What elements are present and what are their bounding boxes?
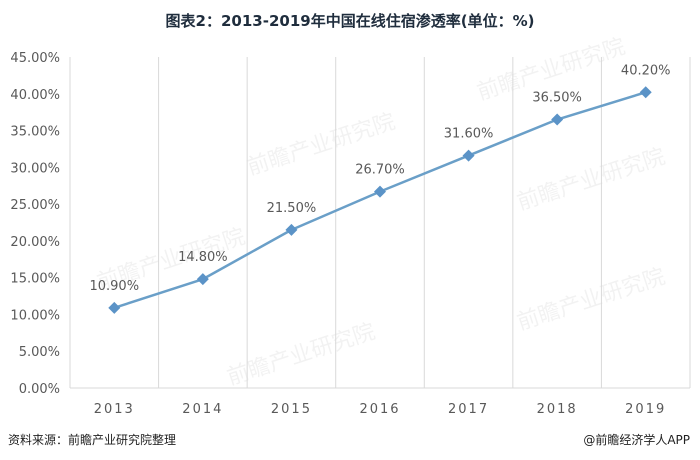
x-tick-label: 2014 <box>182 402 223 417</box>
y-axis: 0.00% 5.00% 10.00% 15.00% 20.00% 25.00% 30.00%… <box>10 51 60 397</box>
data-point-marker <box>285 223 298 236</box>
data-point-marker <box>551 113 564 126</box>
y-tick-label: 20.00% <box>10 235 60 250</box>
watermark-text: 前瞻产业研究院 <box>514 144 668 215</box>
brand-credit: @前瞻经济学人APP <box>583 433 690 447</box>
x-tick-label: 2015 <box>271 402 312 417</box>
x-tick-label: 2019 <box>625 402 666 417</box>
data-point-marker <box>196 273 209 286</box>
source-note: 资料来源：前瞻产业研究院整理 <box>8 433 177 447</box>
y-tick-label: 0.00% <box>19 382 60 397</box>
chart-title: 图表2：2013-2019年中国在线住宿渗透率(单位：%) <box>165 12 535 30</box>
y-tick-label: 5.00% <box>19 345 60 360</box>
watermarks: 前瞻产业研究院前瞻产业研究院前瞻产业研究院前瞻产业研究院前瞻产业研究院前瞻产业研… <box>94 34 668 390</box>
y-tick-label: 10.00% <box>10 308 60 323</box>
grid-lines <box>69 57 691 389</box>
data-point-marker <box>462 149 475 162</box>
x-axis: 2013 2014 2015 2016 2017 2018 2019 <box>94 402 666 417</box>
data-label: 36.50% <box>532 91 582 106</box>
y-tick-label: 35.00% <box>10 125 60 140</box>
x-tick-label: 2013 <box>94 402 135 417</box>
data-point-marker <box>639 86 652 99</box>
data-label: 31.60% <box>444 127 494 142</box>
data-label: 26.70% <box>355 163 405 178</box>
data-label: 40.20% <box>621 63 671 78</box>
y-tick-label: 25.00% <box>10 198 60 213</box>
data-label: 14.80% <box>178 250 228 265</box>
y-tick-label: 30.00% <box>10 161 60 176</box>
x-tick-label: 2016 <box>359 402 400 417</box>
y-tick-label: 45.00% <box>10 51 60 66</box>
data-labels: 10.90% 14.80% 21.50% 26.70% 31.60% 36.50% 40.2… <box>89 63 670 294</box>
data-point-marker <box>374 185 386 198</box>
x-tick-label: 2018 <box>537 402 578 417</box>
data-label: 21.50% <box>267 201 317 216</box>
y-tick-label: 15.00% <box>10 272 60 287</box>
data-point-marker <box>108 301 121 314</box>
line-chart: 前瞻产业研究院前瞻产业研究院前瞻产业研究院前瞻产业研究院前瞻产业研究院前瞻产业研… <box>10 34 691 417</box>
data-markers <box>108 86 652 314</box>
data-label: 10.90% <box>89 279 139 294</box>
footer: 资料来源：前瞻产业研究院整理 @前瞻经济学人APP <box>8 431 690 453</box>
x-tick-label: 2017 <box>448 402 489 417</box>
watermark-text: 前瞻产业研究院 <box>514 264 668 335</box>
y-tick-label: 40.00% <box>10 88 60 103</box>
